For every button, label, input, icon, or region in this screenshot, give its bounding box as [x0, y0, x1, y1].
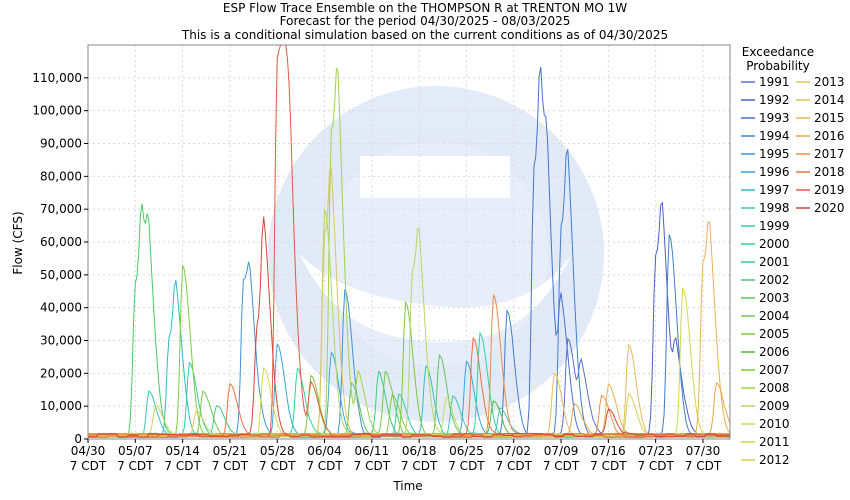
legend: Exceedance Probability 19911992199319941… [741, 45, 845, 467]
series-lines [88, 44, 731, 438]
legend-label-2006: 2006 [759, 345, 790, 359]
legend-label-2015: 2015 [814, 111, 845, 125]
x-tick-time: 7 CDT [212, 459, 249, 473]
legend-label-2003: 2003 [759, 291, 790, 305]
legend-label-2014: 2014 [814, 93, 845, 107]
y-tick-label: 10,000 [40, 399, 82, 413]
title-line-2: Forecast for the period 04/30/2025 - 08/… [280, 14, 571, 28]
x-tick-time: 7 CDT [590, 459, 627, 473]
y-tick-label: 100,000 [32, 104, 82, 118]
y-tick-label: 90,000 [40, 137, 82, 151]
x-tick-date: 05/21 [213, 444, 248, 458]
x-tick-time: 7 CDT [354, 459, 391, 473]
legend-label-2010: 2010 [759, 417, 790, 431]
x-tick-time: 7 CDT [637, 459, 674, 473]
y-tick-label: 20,000 [40, 366, 82, 380]
legend-title-line-1: Exceedance [742, 45, 814, 59]
y-tick-label: 70,000 [40, 202, 82, 216]
legend-label-2002: 2002 [759, 273, 790, 287]
x-tick-time: 7 CDT [117, 459, 154, 473]
legend-label-1991: 1991 [759, 75, 790, 89]
x-tick-time: 7 CDT [543, 459, 580, 473]
x-tick-date: 05/14 [165, 444, 200, 458]
y-tick-label: 110,000 [32, 71, 82, 85]
noaa-logo-watermark [268, 86, 604, 422]
x-tick-time: 7 CDT [401, 459, 438, 473]
legend-label-2004: 2004 [759, 309, 790, 323]
legend-label-2018: 2018 [814, 165, 845, 179]
x-tick-date: 07/16 [591, 444, 626, 458]
legend-label-1994: 1994 [759, 129, 790, 143]
legend-label-1997: 1997 [759, 183, 790, 197]
legend-label-2011: 2011 [759, 435, 790, 449]
x-tick-date: 07/30 [686, 444, 721, 458]
legend-label-2019: 2019 [814, 183, 845, 197]
y-tick-label: 40,000 [40, 301, 82, 315]
x-tick-time: 7 CDT [70, 459, 107, 473]
y-tick-label: 50,000 [40, 268, 82, 282]
legend-label-2012: 2012 [759, 453, 790, 467]
legend-label-2017: 2017 [814, 147, 845, 161]
legend-label-2016: 2016 [814, 129, 845, 143]
x-tick-date: 06/04 [307, 444, 342, 458]
legend-label-2009: 2009 [759, 399, 790, 413]
y-tick-label: 30,000 [40, 334, 82, 348]
x-tick-time: 7 CDT [306, 459, 343, 473]
series-line-2020 [88, 216, 730, 438]
legend-label-2005: 2005 [759, 327, 790, 341]
legend-items: 1991 1992 1993 1994 1995 1996 1997 1998 1999 2000… [741, 75, 845, 467]
x-axis-label: Time [392, 479, 422, 493]
legend-label-2000: 2000 [759, 237, 790, 251]
legend-label-1993: 1993 [759, 111, 790, 125]
legend-label-2008: 2008 [759, 381, 790, 395]
y-tick-label: 80,000 [40, 169, 82, 183]
x-tick-date: 07/09 [544, 444, 579, 458]
y-axis-ticks: 0 10,000 20,000 30,000 40,000 50,000 60,000 70,… [32, 71, 88, 446]
y-axis-label: Flow (CFS) [11, 211, 25, 274]
x-tick-date: 06/11 [355, 444, 390, 458]
x-tick-date: 06/25 [449, 444, 484, 458]
legend-label-1992: 1992 [759, 93, 790, 107]
chart-title: ESP Flow Trace Ensemble on the THOMPSON … [181, 1, 668, 42]
grid-lines [87, 45, 730, 440]
x-tick-date: 07/02 [496, 444, 531, 458]
legend-label-1998: 1998 [759, 201, 790, 215]
legend-label-2001: 2001 [759, 255, 790, 269]
x-tick-date: 04/30 [71, 444, 106, 458]
legend-title-line-2: Probability [746, 59, 809, 73]
x-tick-date: 06/18 [402, 444, 437, 458]
legend-label-2020: 2020 [814, 201, 845, 215]
title-line-3: This is a conditional simulation based o… [181, 28, 668, 42]
legend-label-1996: 1996 [759, 165, 790, 179]
title-line-1: ESP Flow Trace Ensemble on the THOMPSON … [223, 1, 627, 15]
legend-label-2013: 2013 [814, 75, 845, 89]
legend-label-2007: 2007 [759, 363, 790, 377]
y-tick-label: 0 [74, 432, 82, 446]
x-tick-date: 07/23 [638, 444, 673, 458]
x-tick-time: 7 CDT [259, 459, 296, 473]
legend-label-1999: 1999 [759, 219, 790, 233]
x-tick-time: 7 CDT [164, 459, 201, 473]
x-tick-time: 7 CDT [448, 459, 485, 473]
x-tick-time: 7 CDT [496, 459, 533, 473]
series-line-2017 [88, 294, 730, 438]
y-tick-label: 60,000 [40, 235, 82, 249]
legend-label-1995: 1995 [759, 147, 790, 161]
x-tick-time: 7 CDT [685, 459, 722, 473]
x-tick-date: 05/28 [260, 444, 295, 458]
x-tick-date: 05/07 [118, 444, 153, 458]
